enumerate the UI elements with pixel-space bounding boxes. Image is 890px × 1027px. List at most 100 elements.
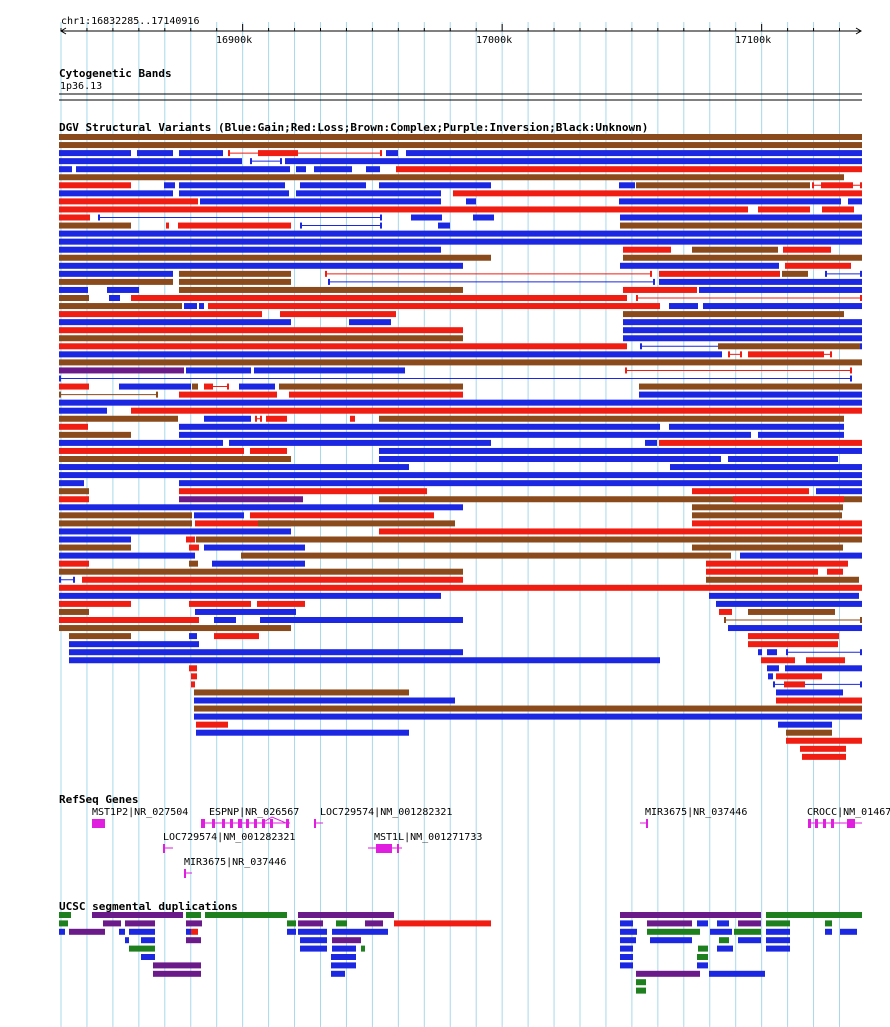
gene-espnp-exon[interactable] [246, 819, 249, 828]
dgv-variant[interactable] [636, 182, 810, 189]
dgv-variant[interactable] [59, 592, 441, 599]
gene-crocc-exon[interactable] [847, 819, 855, 828]
dgv-variant-end[interactable] [250, 158, 252, 165]
segdup-feature[interactable] [620, 962, 633, 969]
dgv-variant[interactable] [250, 447, 287, 454]
cytoband-bar[interactable] [59, 93, 862, 101]
segdup-feature[interactable] [300, 945, 327, 952]
gene-crocc-exon[interactable] [815, 819, 818, 828]
segdup-feature[interactable] [840, 928, 857, 935]
dgv-variant-end[interactable] [650, 270, 652, 277]
gene-crocc-exon[interactable] [808, 819, 811, 828]
dgv-variant-end[interactable] [73, 576, 75, 583]
dgv-variant[interactable] [285, 158, 862, 165]
dgv-variant[interactable] [59, 423, 88, 430]
dgv-variant[interactable] [204, 544, 305, 551]
segdup-feature[interactable] [129, 945, 155, 952]
segdup-feature[interactable] [361, 945, 365, 952]
dgv-variant[interactable] [258, 520, 455, 527]
dgv-variant[interactable] [258, 150, 298, 157]
segdup-feature[interactable] [719, 937, 729, 944]
dgv-variant[interactable] [623, 327, 862, 334]
dgv-variant[interactable] [241, 552, 731, 559]
dgv-variant[interactable] [196, 536, 862, 543]
dgv-variant[interactable] [473, 214, 494, 221]
dgv-variant[interactable] [59, 351, 722, 358]
segdup-feature[interactable] [766, 912, 862, 918]
segdup-feature[interactable] [383, 928, 388, 935]
dgv-variant[interactable] [706, 568, 818, 575]
dgv-variant[interactable] [59, 295, 89, 301]
dgv-variant[interactable] [748, 608, 835, 615]
dgv-variant-end[interactable] [860, 649, 862, 656]
dgv-variant[interactable] [59, 399, 862, 406]
dgv-variant[interactable] [59, 617, 199, 623]
segdup-feature[interactable] [298, 928, 327, 935]
dgv-variant[interactable] [466, 198, 476, 205]
dgv-variant-end[interactable] [300, 222, 302, 229]
dgv-variant-end[interactable] [830, 351, 832, 358]
dgv-variant[interactable] [59, 488, 89, 495]
dgv-variant[interactable] [194, 689, 409, 696]
dgv-variant[interactable] [199, 303, 204, 310]
dgv-variant[interactable] [59, 206, 748, 213]
dgv-variant-end[interactable] [260, 415, 262, 422]
dgv-variant-end[interactable] [380, 214, 382, 221]
gene-mir3675-a-exon[interactable] [184, 869, 186, 878]
dgv-variant[interactable] [59, 343, 627, 350]
dgv-variant-end[interactable] [98, 214, 100, 221]
segdup-feature[interactable] [300, 937, 327, 944]
dgv-variant[interactable] [82, 576, 463, 583]
dgv-variant[interactable] [119, 383, 191, 390]
gene-espnp-splice[interactable] [261, 816, 287, 824]
dgv-variant[interactable] [699, 286, 862, 293]
dgv-variant[interactable] [189, 544, 199, 551]
dgv-variant[interactable] [192, 383, 198, 390]
segdup-feature[interactable] [205, 912, 287, 918]
dgv-variant[interactable] [59, 568, 463, 575]
gene-mst1l-exon[interactable] [397, 844, 399, 853]
dgv-variant[interactable] [179, 190, 289, 197]
segdup-feature[interactable] [766, 945, 790, 952]
dgv-variant-end[interactable] [59, 375, 61, 382]
segdup-feature[interactable] [738, 937, 761, 944]
dgv-variant[interactable] [620, 262, 779, 269]
segdup-feature[interactable] [620, 928, 637, 935]
segdup-feature[interactable] [153, 962, 201, 969]
segdup-feature[interactable] [698, 945, 708, 952]
segdup-features[interactable] [59, 912, 862, 994]
dgv-variant[interactable] [186, 367, 251, 374]
gene-espnp-exon[interactable] [222, 819, 225, 828]
segdup-feature[interactable] [766, 920, 790, 927]
dgv-variant[interactable] [776, 689, 843, 696]
segdup-feature[interactable] [717, 945, 733, 952]
gene-espnp-exon[interactable] [238, 819, 242, 828]
dgv-variant[interactable] [179, 150, 223, 157]
dgv-variant-end[interactable] [380, 222, 382, 229]
dgv-variant[interactable] [623, 254, 862, 261]
dgv-variant[interactable] [59, 407, 107, 414]
dgv-variant[interactable] [186, 536, 195, 543]
dgv-variant[interactable] [59, 608, 89, 615]
segdup-feature[interactable] [647, 920, 692, 927]
segdup-feature[interactable] [69, 928, 105, 935]
dgv-variant[interactable] [785, 262, 851, 269]
dgv-variant[interactable] [438, 222, 450, 229]
dgv-variant[interactable] [196, 729, 409, 736]
segdup-feature[interactable] [153, 970, 201, 977]
dgv-variant[interactable] [659, 270, 780, 277]
dgv-variant[interactable] [59, 528, 291, 535]
gene-crocc-exon[interactable] [823, 819, 826, 828]
dgv-variant[interactable] [733, 496, 844, 503]
dgv-variant[interactable] [620, 214, 862, 221]
dgv-variant[interactable] [179, 182, 285, 189]
segdup-feature[interactable] [710, 928, 732, 935]
dgv-variant[interactable] [396, 166, 862, 173]
dgv-variant[interactable] [59, 560, 89, 567]
dgv-variant-end[interactable] [255, 415, 257, 422]
dgv-variant[interactable] [107, 286, 139, 293]
dgv-variant[interactable] [179, 270, 291, 277]
segdup-feature[interactable] [365, 920, 383, 927]
dgv-variant[interactable] [59, 214, 90, 221]
gene-espnp-exon[interactable] [286, 819, 289, 828]
